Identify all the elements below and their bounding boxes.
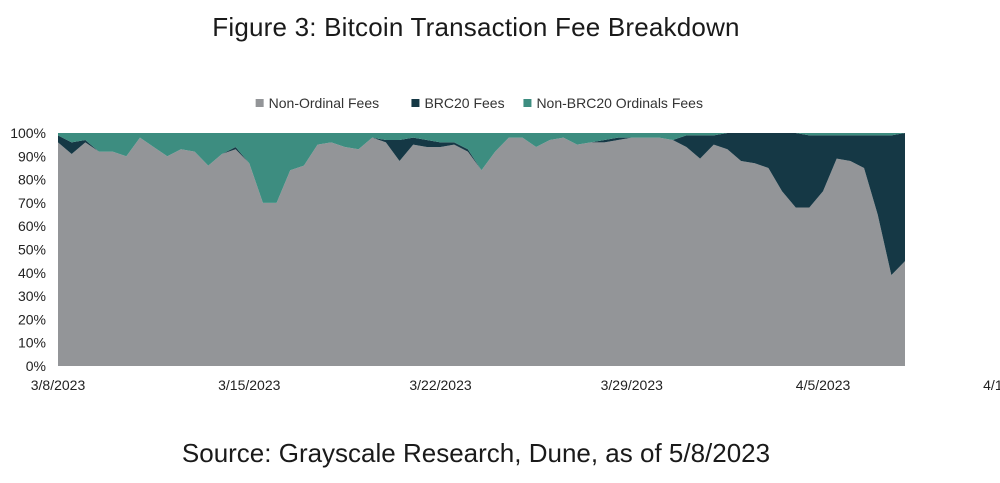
y-tick-label: 40% (18, 265, 46, 281)
legend-label-non-ordinal-fees: Non-Ordinal Fees (269, 95, 380, 111)
x-tick-label: 3/29/2023 (601, 377, 663, 393)
area-non-brc20-ordinals-fees (58, 133, 905, 203)
x-tick-label: 3/15/2023 (218, 377, 280, 393)
y-tick-label: 10% (18, 335, 46, 351)
y-tick-label: 0% (26, 358, 46, 374)
legend-label-non-brc20-ordinals-fees: Non-BRC20 Ordinals Fees (536, 95, 703, 111)
x-tick-label: 3/8/2023 (31, 377, 86, 393)
legend-swatch-non-brc20-ordinals-fees (523, 99, 532, 107)
y-tick-label: 70% (18, 195, 46, 211)
chart-title: Figure 3: Bitcoin Transaction Fee Breakd… (212, 12, 740, 42)
legend-swatch-brc20-fees (411, 99, 420, 107)
y-tick-label: 60% (18, 218, 46, 234)
x-axis-ticks: 3/8/2023 3/15/2023 3/22/2023 3/29/2023 4/5/2… (31, 377, 1000, 393)
x-tick-label: 3/22/2023 (409, 377, 471, 393)
x-tick-label: 4/5/2023 (796, 377, 851, 393)
y-tick-label: 50% (18, 242, 46, 258)
legend-swatch-non-ordinal-fees (255, 99, 264, 107)
area-brc20-fees (58, 133, 905, 276)
y-tick-label: 90% (18, 148, 46, 164)
y-axis-ticks: 0% 10% 20% 30% 40% 50% 60% 70% 80% 90% 100% (10, 125, 46, 374)
area-non-ordinal-fees (58, 137, 905, 366)
x-tick-label: 4/12/2023 (983, 377, 1000, 393)
y-tick-label: 20% (18, 311, 46, 327)
y-tick-label: 80% (18, 172, 46, 188)
chart-source: Source: Grayscale Research, Dune, as of … (181, 438, 771, 468)
plot-areas (58, 133, 905, 366)
y-tick-label: 100% (10, 125, 46, 141)
legend-label-brc20-fees: BRC20 Fees (424, 95, 504, 111)
legend: Non-Ordinal Fees BRC20 Fees Non-BRC20 Ordi… (255, 95, 703, 111)
y-tick-label: 30% (18, 288, 46, 304)
